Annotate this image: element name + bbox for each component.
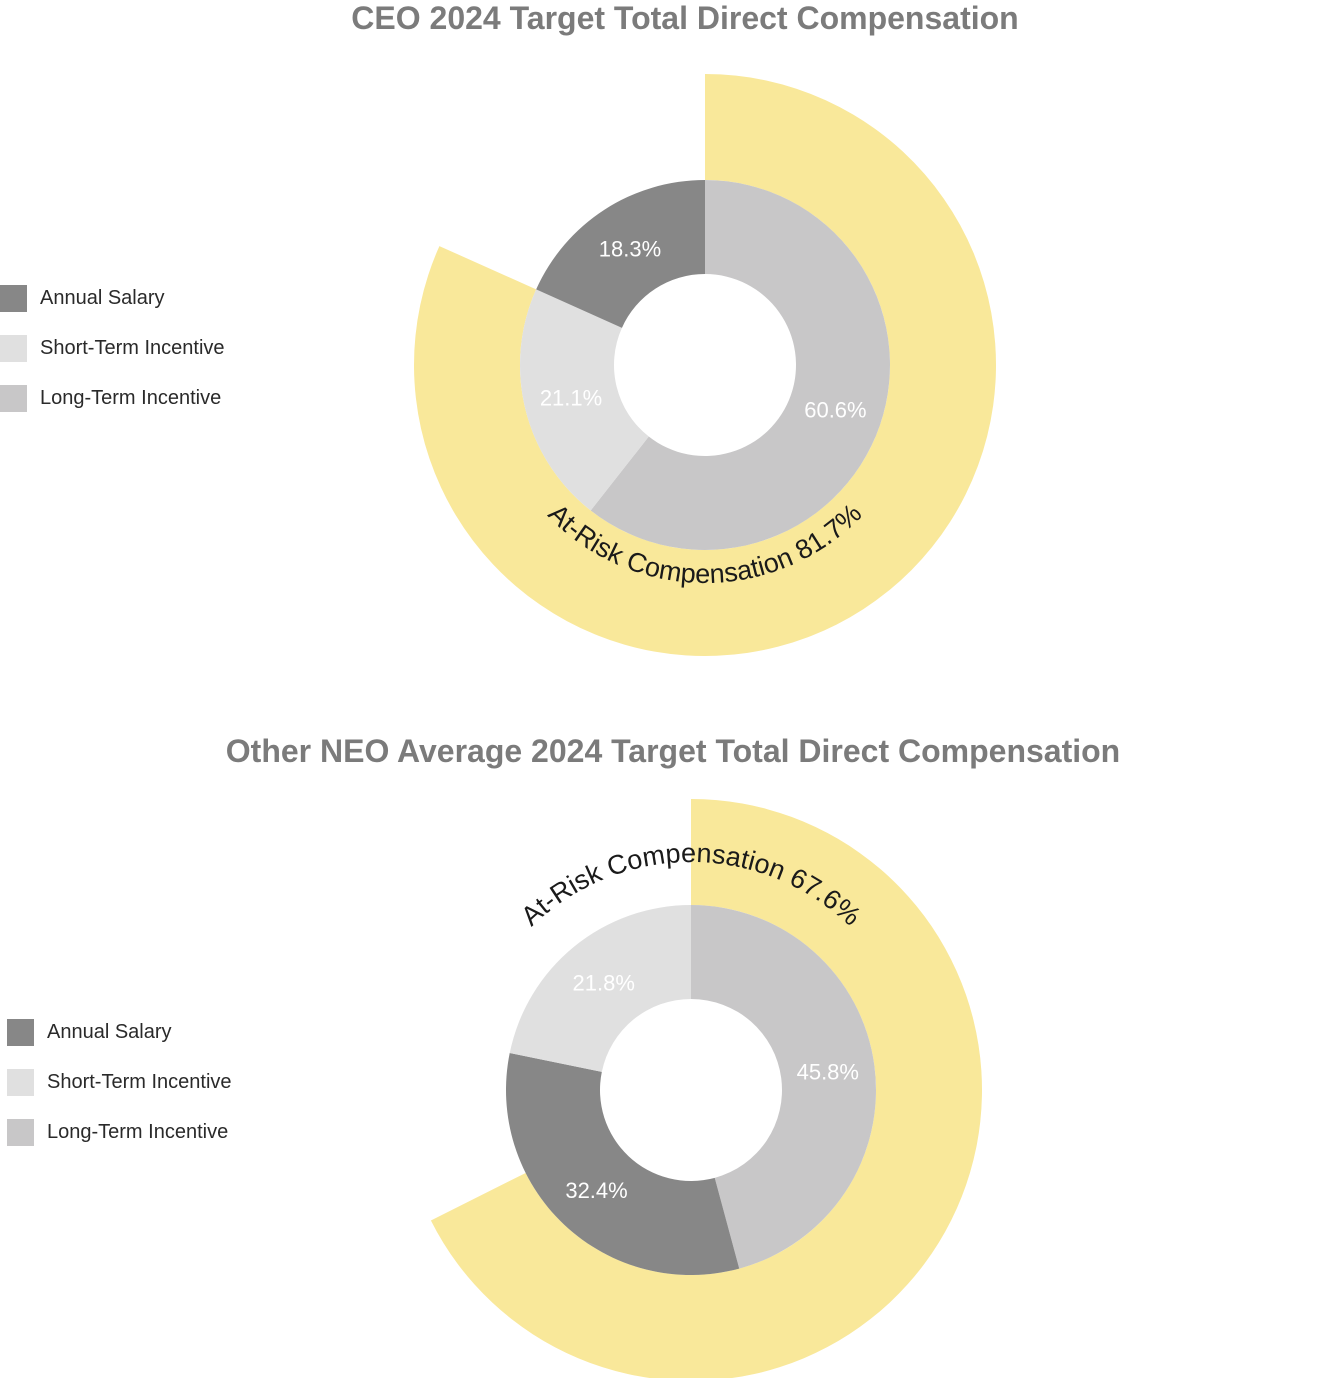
legend-swatch-long-term-incentive bbox=[7, 1119, 34, 1146]
legend-swatch-long-term-incentive bbox=[0, 385, 27, 412]
slice-label: 21.1% bbox=[540, 386, 602, 411]
legend-label: Short-Term Incentive bbox=[47, 1071, 232, 1093]
legend-item-annual-salary: Annual Salary bbox=[0, 285, 225, 335]
slice-label: 18.3% bbox=[599, 237, 661, 262]
slice-short-term-incentive bbox=[509, 905, 691, 1072]
legend-item-long-term-incentive: Long-Term Incentive bbox=[0, 385, 225, 435]
legend-swatch-annual-salary bbox=[0, 285, 27, 312]
chart-title: CEO 2024 Target Total Direct Compensatio… bbox=[351, 0, 1019, 36]
slice-long-term-incentive bbox=[691, 905, 876, 1269]
legend-swatch-short-term-incentive bbox=[0, 335, 27, 362]
slice-long-term-incentive bbox=[590, 180, 891, 550]
slice-label: 60.6% bbox=[804, 398, 866, 423]
ceo-compensation-chart: CEO 2024 Target Total Direct Compensatio… bbox=[0, 0, 1019, 656]
legend-item-annual-salary: Annual Salary bbox=[7, 1019, 232, 1069]
chart-legend: Annual Salary Short-Term Incentive Long-… bbox=[0, 285, 225, 435]
slice-annual-salary bbox=[536, 180, 705, 328]
legend-swatch-short-term-incentive bbox=[7, 1069, 34, 1096]
slice-label: 45.8% bbox=[797, 1059, 859, 1084]
legend-item-short-term-incentive: Short-Term Incentive bbox=[7, 1069, 232, 1119]
legend-item-short-term-incentive: Short-Term Incentive bbox=[0, 335, 225, 385]
legend-label: Long-Term Incentive bbox=[47, 1121, 229, 1143]
legend-label: Short-Term Incentive bbox=[40, 337, 225, 359]
slice-short-term-incentive bbox=[520, 289, 649, 511]
chart-legend: Annual Salary Short-Term Incentive Long-… bbox=[7, 1019, 232, 1169]
legend-label: Annual Salary bbox=[40, 287, 165, 309]
legend-label: Long-Term Incentive bbox=[40, 387, 222, 409]
legend-swatch-annual-salary bbox=[7, 1019, 34, 1046]
donut-chart: 45.8%32.4%21.8%At-Risk Compensation 67.6… bbox=[430, 799, 982, 1378]
at-risk-ring bbox=[430, 799, 982, 1378]
legend-item-long-term-incentive: Long-Term Incentive bbox=[7, 1119, 232, 1169]
slice-label: 21.8% bbox=[573, 971, 635, 996]
legend-label: Annual Salary bbox=[47, 1021, 172, 1043]
slice-annual-salary bbox=[506, 1053, 740, 1275]
at-risk-ring bbox=[413, 74, 996, 656]
neo-compensation-chart: Other NEO Average 2024 Target Total Dire… bbox=[0, 725, 1322, 1378]
donut-chart: 60.6%21.1%18.3%At-Risk Compensation 81.7… bbox=[413, 74, 996, 656]
chart-title: Other NEO Average 2024 Target Total Dire… bbox=[225, 733, 1121, 769]
slice-label: 32.4% bbox=[565, 1178, 627, 1203]
